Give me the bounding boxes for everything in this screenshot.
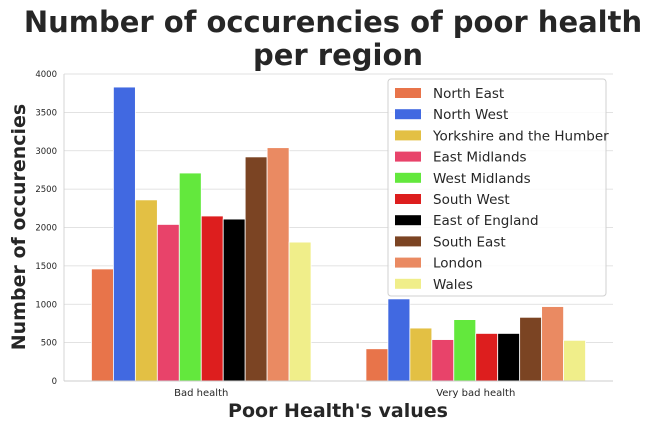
bar-north-east-very-bad-health xyxy=(365,348,389,382)
bar-east-of-england-very-bad-health xyxy=(497,333,521,382)
y-tick-label: 1500 xyxy=(35,262,57,272)
x-tick-labels: Bad health Very bad health xyxy=(174,388,515,399)
x-tick-label: Bad health xyxy=(174,388,228,399)
legend-swatch xyxy=(395,278,421,289)
legend-swatch xyxy=(395,151,421,162)
legend-swatch xyxy=(395,194,421,204)
legend-label: South East xyxy=(433,234,506,250)
bar-wales-very-bad-health xyxy=(563,339,586,382)
bar-north-east-bad-health xyxy=(91,268,114,382)
bar-east-midlands-very-bad-health xyxy=(431,339,455,382)
bar-london-very-bad-health xyxy=(541,306,564,382)
legend-swatch xyxy=(395,88,421,98)
legend-label: East of England xyxy=(433,213,539,229)
legend-swatch xyxy=(395,172,421,183)
legend-label: London xyxy=(433,256,483,272)
bar-east-midlands-bad-health xyxy=(156,224,180,382)
legend-swatch xyxy=(395,130,421,141)
bar-yorkshire-and-the-humber-bad-health xyxy=(134,199,158,382)
bar-north-west-bad-health xyxy=(113,86,136,382)
y-tick-label: 1000 xyxy=(35,300,57,310)
x-axis-label: Poor Health's values xyxy=(228,400,448,422)
y-tick-label: 4000 xyxy=(35,70,57,80)
legend-label: Yorkshire and the Humber xyxy=(432,128,609,144)
legend-label: South West xyxy=(433,192,510,208)
bar-west-midlands-bad-health xyxy=(178,172,202,382)
bar-south-east-bad-health xyxy=(244,156,268,382)
y-tick-label: 500 xyxy=(41,339,57,349)
legend-swatch xyxy=(395,215,421,226)
chart-title-line-1: Number of occurencies of poor health xyxy=(24,5,642,39)
bar-south-east-very-bad-health xyxy=(519,316,543,382)
bars xyxy=(91,86,586,382)
x-tick-label: Very bad health xyxy=(436,388,515,399)
bar-south-west-bad-health xyxy=(200,215,224,382)
chart-title-line-2: per region xyxy=(253,38,423,72)
y-tick-label: 0 xyxy=(52,377,57,387)
y-tick-label: 3000 xyxy=(35,147,57,157)
bar-wales-bad-health xyxy=(288,241,312,382)
y-tick-label: 3500 xyxy=(35,108,57,118)
y-axis-label: Number of occurencies xyxy=(8,104,30,351)
y-tick-label: 2000 xyxy=(35,224,57,234)
legend-label: Wales xyxy=(433,277,473,293)
bar-yorkshire-and-the-humber-very-bad-health xyxy=(409,327,433,382)
legend-box xyxy=(387,78,607,297)
y-tick-label: 2500 xyxy=(35,185,57,195)
legend-label: East Midlands xyxy=(433,150,527,166)
bar-north-west-very-bad-health xyxy=(387,298,411,382)
y-tick-labels: 0 500 1000 1500 2000 2500 3000 3500 4000 xyxy=(35,70,57,387)
legend-label: West Midlands xyxy=(433,171,531,187)
legend-label: North East xyxy=(433,86,504,102)
legend-swatch xyxy=(395,109,421,120)
bar-west-midlands-very-bad-health xyxy=(453,319,477,382)
bar-london-bad-health xyxy=(266,147,290,382)
bar-east-of-england-bad-health xyxy=(222,218,246,382)
legend-swatch xyxy=(395,236,421,247)
legend-label: North West xyxy=(433,107,508,123)
legend: North East North West Yorkshire and the Hu… xyxy=(387,78,609,297)
bar-south-west-very-bad-health xyxy=(475,333,499,382)
legend-swatch xyxy=(395,257,421,268)
